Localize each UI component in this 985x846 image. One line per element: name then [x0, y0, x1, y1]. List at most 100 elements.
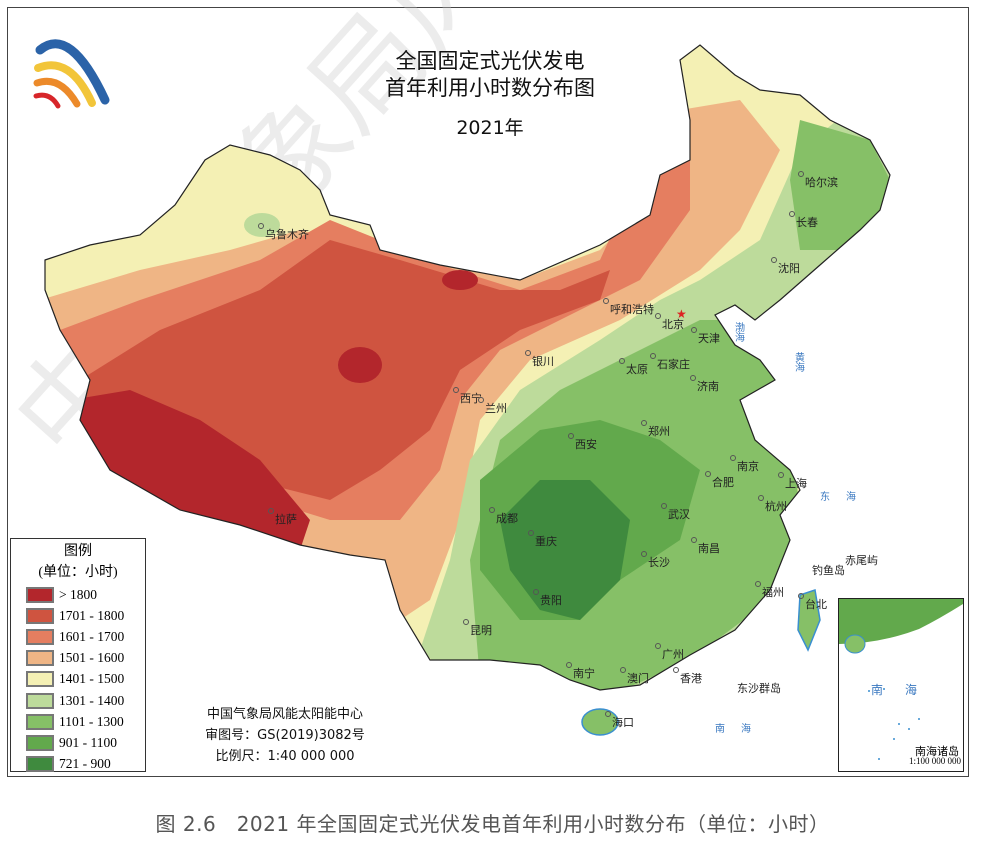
city-label: 成都: [496, 512, 518, 525]
inset-title: 南海诸岛: [915, 746, 959, 758]
legend-item: 721 - 900: [11, 754, 145, 775]
legend-item: 1601 - 1700: [11, 626, 145, 647]
city-marker: [758, 495, 764, 501]
legend-label: 1701 - 1800: [59, 607, 125, 623]
city-label: 郑州: [648, 424, 670, 438]
city-marker: [605, 711, 611, 717]
city-label: 沈阳: [778, 261, 800, 275]
city-label: 太原: [626, 363, 648, 376]
legend-label: 1401 - 1500: [59, 671, 125, 687]
city-label: 乌鲁木齐: [265, 227, 309, 241]
south-china-sea-inset: 南海 南海诸岛 1:100 000 000: [838, 598, 964, 772]
city-marker: [691, 327, 697, 333]
city-label: 西宁: [460, 391, 482, 405]
city-label: 南宁: [573, 666, 595, 680]
map-title-line2: 首年利用小时数分布图: [385, 76, 595, 100]
city-label: 澳门: [627, 671, 649, 685]
legend-swatch: [26, 650, 54, 667]
city-label: 银川: [532, 354, 554, 368]
legend-label: > 1800: [59, 586, 97, 602]
city-label: 长沙: [648, 556, 670, 569]
approval-number: 审图号：GS(2019)3082号: [205, 728, 365, 743]
city-label: 北京: [662, 317, 684, 331]
legend-item: 1301 - 1400: [11, 690, 145, 711]
city-label: 拉萨: [275, 512, 297, 526]
sea-label: 东海: [820, 490, 872, 503]
credits: 中国气象局风能太阳能中心 审图号：GS(2019)3082号 比例尺：1:40 …: [170, 704, 400, 767]
city-label: 贵阳: [540, 594, 562, 607]
city-label: 香港: [680, 672, 702, 685]
legend-item: > 1800: [11, 584, 145, 605]
city-marker: [568, 433, 574, 439]
city-label: 哈尔滨: [805, 175, 838, 189]
map-frame: [7, 7, 969, 777]
city-marker: [798, 593, 804, 599]
legend-swatch: [26, 713, 54, 730]
city-label: 兰州: [485, 402, 507, 415]
island-label: 东沙群岛: [737, 681, 781, 695]
legend-label: 721 - 900: [59, 756, 111, 772]
org-name: 中国气象局风能太阳能中心: [206, 707, 363, 722]
legend-item: 1501 - 1600: [11, 648, 145, 669]
legend-swatch: [26, 734, 54, 751]
city-label: 合肥: [712, 475, 734, 489]
inset-sea-label: 南海: [871, 683, 940, 697]
legend-swatch: [26, 756, 54, 773]
city-marker: [641, 420, 647, 426]
legend: 图例 (单位：小时) > 1800 1701 - 1800 1601 - 1700 1…: [10, 538, 146, 775]
hainan-island: [581, 708, 619, 736]
logo: [33, 39, 110, 109]
city-label: 西安: [575, 437, 597, 451]
city-marker: [258, 223, 264, 229]
city-label: 武汉: [668, 508, 690, 521]
city-marker: [730, 455, 736, 461]
city-label: 长春: [796, 216, 818, 229]
city-marker: [650, 353, 656, 359]
sea-label: 渤海: [733, 321, 745, 343]
city-marker: [655, 643, 661, 649]
legend-label: 1101 - 1300: [59, 713, 124, 729]
city-label: 海口: [612, 715, 634, 729]
city-marker: [268, 508, 274, 514]
legend-label: 901 - 1100: [59, 734, 117, 750]
city-label: 南昌: [698, 542, 720, 555]
map-title-line1: 全国固定式光伏发电: [395, 49, 585, 73]
city-marker: [661, 503, 667, 509]
legend-item: 1401 - 1500: [11, 669, 145, 690]
island-label: 钓鱼岛: [812, 563, 845, 577]
city-marker: [489, 507, 495, 513]
city-marker: [463, 619, 469, 625]
city-marker: [673, 667, 679, 673]
city-marker: [691, 537, 697, 543]
legend-item: 1101 - 1300: [11, 711, 145, 732]
city-label: 济南: [697, 379, 719, 393]
city-label: 福州: [762, 585, 784, 599]
city-label: 天津: [698, 332, 720, 345]
city-marker: [478, 397, 484, 403]
city-marker: [641, 551, 647, 557]
legend-swatch: [26, 692, 54, 709]
city-marker: [798, 171, 804, 177]
legend-label: 1501 - 1600: [59, 650, 125, 666]
legend-title: 图例: [64, 544, 92, 559]
city-label: 南京: [737, 459, 759, 473]
city-marker: [705, 471, 711, 477]
sea-label: 黄海: [793, 351, 805, 373]
sea-labels: 渤海 黄海 东海 南海 钓鱼岛 赤尾屿 东沙群岛: [715, 321, 878, 735]
city-marker: [778, 472, 784, 478]
island-label: 赤尾屿: [845, 554, 878, 567]
city-marker: [619, 358, 625, 364]
city-marker: [789, 211, 795, 217]
city-label: 上海: [785, 476, 807, 490]
city-marker: [453, 387, 459, 393]
map-year: 2021年: [456, 117, 524, 139]
capital-star-icon: ★: [676, 307, 687, 321]
map-scale: 比例尺：1:40 000 000: [215, 749, 355, 764]
city-marker: [528, 530, 534, 536]
figure-caption: 图 2.6 2021 年全国固定式光伏发电首年利用小时数分布（单位：小时）: [155, 812, 830, 836]
city-marker: [533, 589, 539, 595]
legend-swatch: [26, 607, 54, 624]
city-label: 石家庄: [657, 357, 690, 371]
legend-label: 1301 - 1400: [59, 692, 125, 708]
